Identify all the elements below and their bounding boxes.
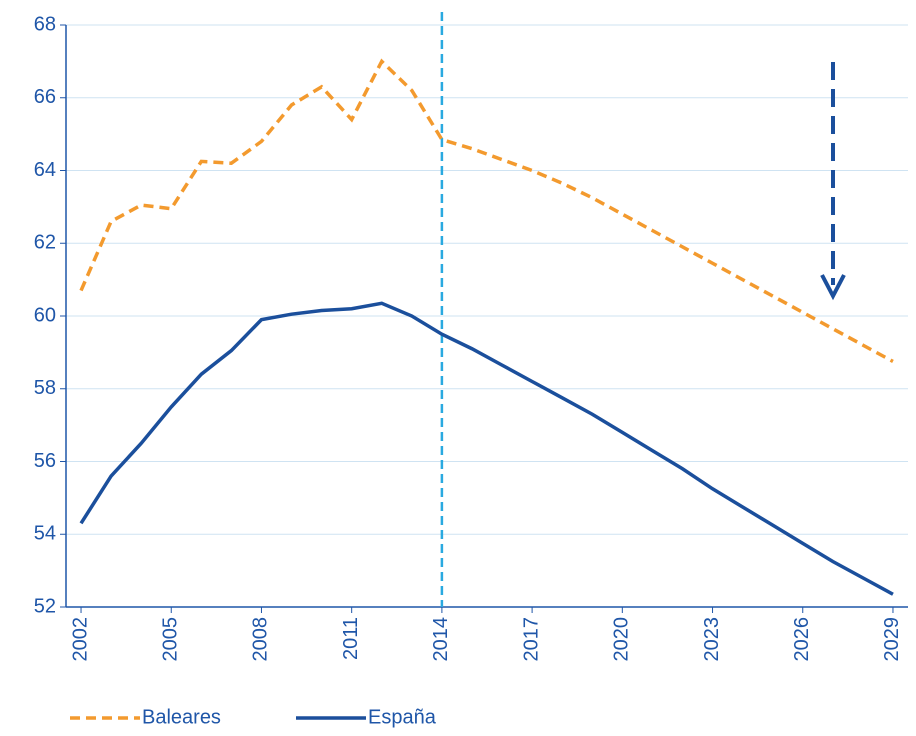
grid: [66, 24, 908, 608]
x-tick-label: 2020: [611, 617, 633, 662]
legend-label: España: [368, 706, 437, 728]
legend: Baleares España: [70, 706, 437, 728]
y-tick-label: 64: [34, 159, 56, 181]
series-line: [79, 58, 894, 364]
forecast-arrow: [820, 62, 846, 301]
y-tick-label: 68: [34, 13, 56, 35]
y-tick-label: 62: [34, 232, 56, 254]
y-tick-label: 60: [34, 304, 56, 326]
x-tick-label: 2014: [430, 617, 452, 662]
x-tick-label: 2029: [881, 617, 903, 662]
legend-label: Baleares: [142, 706, 221, 728]
y-tick-label: 54: [34, 523, 56, 545]
y-tick-label: 56: [34, 450, 56, 472]
x-tick-label: 2023: [701, 617, 723, 662]
y-tick-label: 66: [34, 86, 56, 108]
y-tick-label: 52: [34, 595, 56, 617]
x-tick-label: 2005: [160, 617, 182, 662]
x-tick-label: 2008: [250, 617, 272, 662]
plot: 52 54 56 58 60 62 64 66 68 2002 2005 2008 2011 2014 20…: [34, 12, 908, 728]
arrow-head: [820, 274, 846, 301]
x-tick-label: 2002: [69, 617, 91, 662]
series-line: [79, 301, 894, 596]
y-tick-label: 58: [34, 377, 56, 399]
x-tick-label: 2026: [791, 617, 813, 662]
x-tick-label: 2017: [520, 617, 542, 662]
x-tick-label: 2011: [340, 617, 362, 660]
